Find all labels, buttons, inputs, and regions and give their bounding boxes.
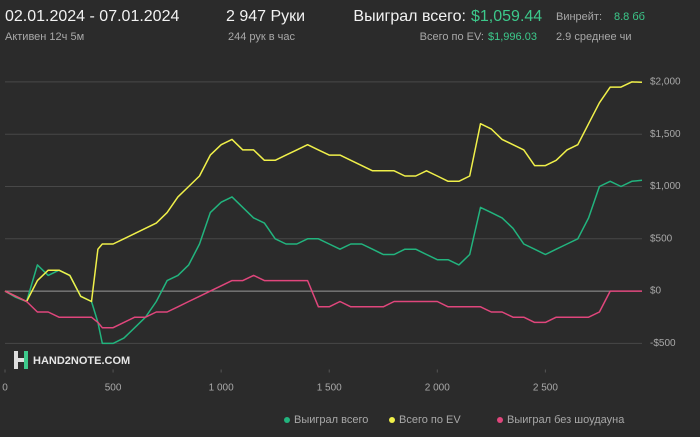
legend-marker — [497, 417, 503, 423]
y-tick-label: $1,000 — [650, 181, 681, 192]
legend-marker — [284, 417, 290, 423]
average-label: 2.9 среднее чи — [556, 31, 632, 43]
legend-marker — [389, 417, 395, 423]
ev-label: Всего по EV: — [420, 31, 484, 43]
date-range: 02.01.2024 - 07.01.2024 — [5, 8, 179, 25]
winrate-label: Винрейт: — [556, 11, 602, 23]
logo — [24, 351, 28, 369]
x-tick-label: 2 500 — [533, 383, 558, 394]
won-label: Выиграл всего: — [353, 8, 466, 25]
series-line — [4, 179, 643, 345]
logo — [14, 351, 18, 369]
watermark-text: HAND2NOTE.COM — [33, 355, 130, 367]
legend-label: Всего по EV — [399, 414, 461, 426]
y-tick-label: $2,000 — [650, 77, 681, 88]
x-tick-label: 500 — [105, 383, 122, 394]
series-line — [4, 274, 642, 329]
ev-value: $1,996.03 — [488, 31, 537, 43]
active-time: Активен 12ч 5м — [5, 31, 84, 43]
watermark: HAND2NOTE.COM — [14, 351, 130, 369]
y-tick-label: $1,500 — [650, 129, 681, 140]
y-tick-label: -$500 — [650, 338, 676, 349]
x-tick-label: 1 500 — [317, 383, 342, 394]
hands: 2 947 Руки — [226, 8, 305, 25]
legend-label: Выиграл без шоудауна — [507, 414, 625, 426]
legend-label: Выиграл всего — [294, 414, 368, 426]
logo — [18, 358, 24, 362]
x-tick-label: 1 000 — [209, 383, 234, 394]
series-line — [4, 81, 643, 303]
y-tick-label: $500 — [650, 233, 673, 244]
won-value: $1,059.44 — [471, 8, 542, 25]
hands-per-hour: 244 рук в час — [228, 31, 296, 43]
x-tick-label: 2 000 — [425, 383, 450, 394]
winrate-value: 8.8 бб — [614, 11, 645, 23]
x-tick-label: 0 — [2, 383, 8, 394]
y-tick-label: $0 — [650, 286, 662, 297]
